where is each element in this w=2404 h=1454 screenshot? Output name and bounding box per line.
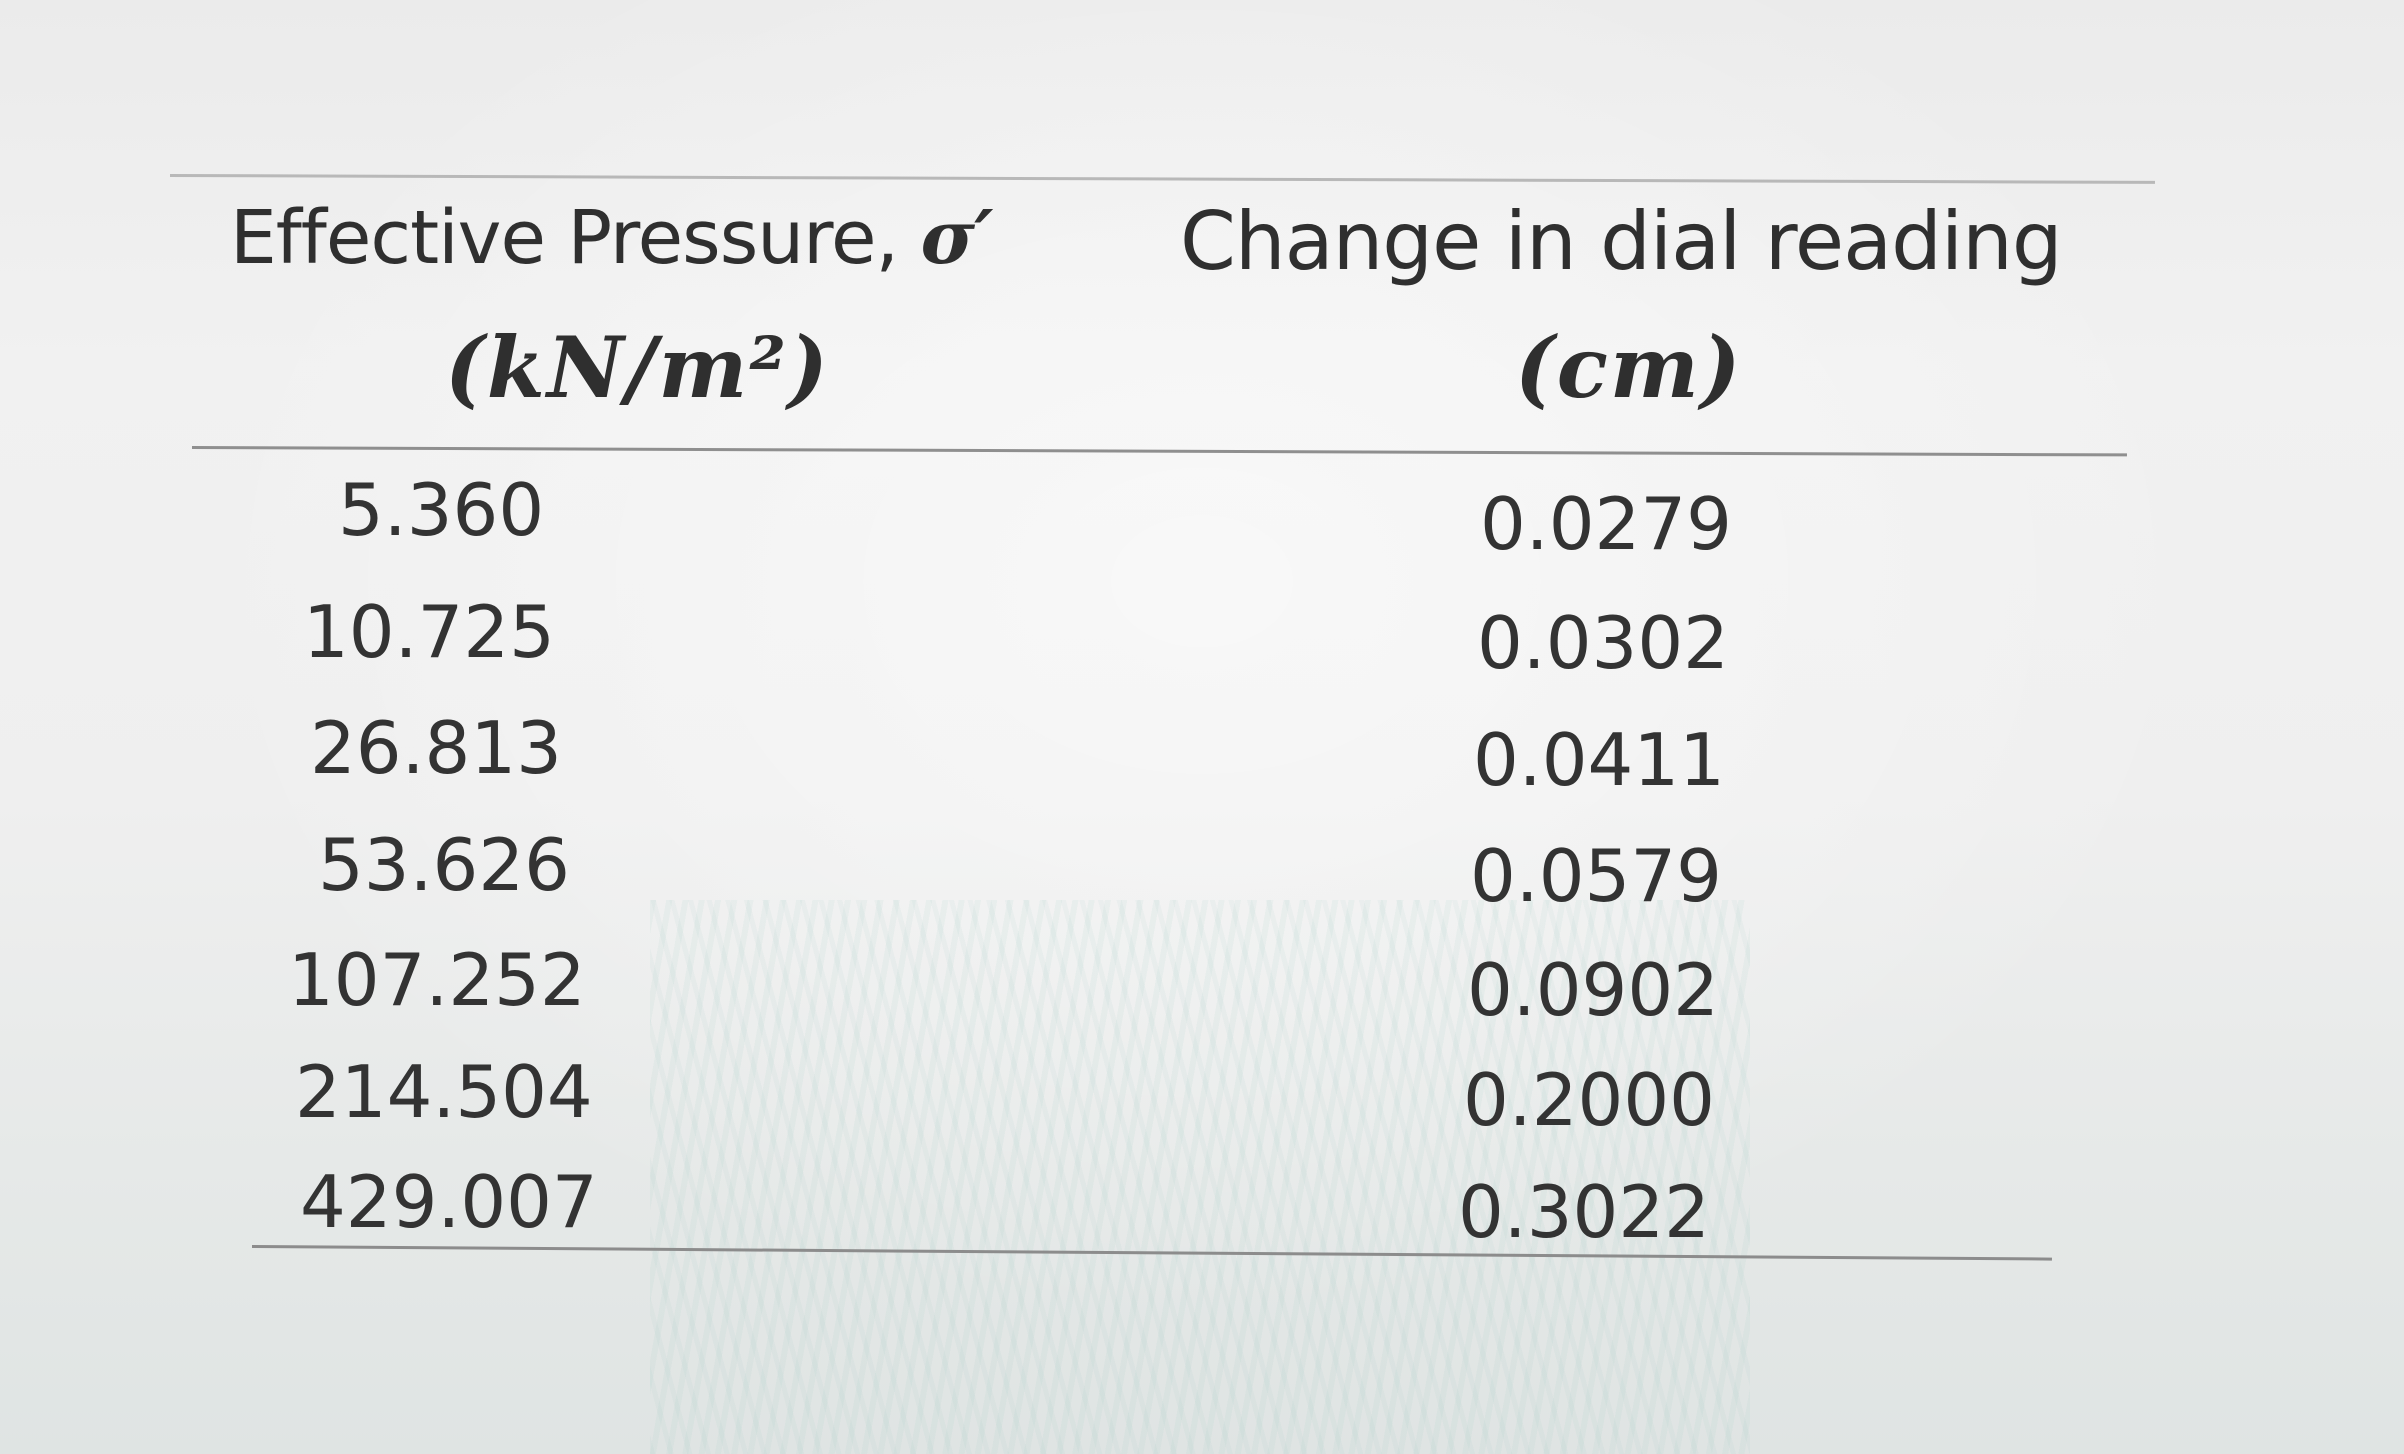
- cell-pressure-row-1: 5.360: [338, 468, 545, 552]
- cell-pressure-row-4: 53.626: [318, 823, 570, 907]
- table-header-rule: [191, 446, 2127, 457]
- cell-dial-row-2: 0.0302: [1477, 601, 1729, 685]
- table-bottom-rule: [251, 1245, 2052, 1261]
- cell-pressure-row-6: 214.504: [295, 1050, 593, 1134]
- cell-dial-row-6: 0.2000: [1463, 1058, 1715, 1142]
- cell-dial-row-3: 0.0411: [1473, 718, 1725, 802]
- cell-pressure-row-7: 429.007: [300, 1160, 598, 1244]
- header-effective-pressure-unit: (kN/m²): [445, 318, 830, 417]
- sigma-prime-symbol: σ′: [920, 195, 994, 281]
- header-effective-pressure: Effective Pressure, σ′: [230, 195, 994, 281]
- cell-dial-row-5: 0.0902: [1467, 948, 1719, 1032]
- cell-pressure-row-3: 26.813: [310, 706, 562, 790]
- cell-dial-row-7: 0.3022: [1458, 1170, 1710, 1254]
- cell-dial-row-1: 0.0279: [1480, 482, 1732, 566]
- header-change-in-dial-reading: Change in dial reading: [1180, 195, 2063, 288]
- table-top-rule: [169, 174, 2155, 184]
- header-dial-reading-unit: (cm): [1515, 318, 1743, 417]
- header-effective-pressure-label: Effective Pressure,: [230, 195, 921, 281]
- cell-pressure-row-2: 10.725: [303, 590, 555, 674]
- cell-dial-row-4: 0.0579: [1470, 834, 1722, 918]
- cell-pressure-row-5: 107.252: [288, 938, 586, 1022]
